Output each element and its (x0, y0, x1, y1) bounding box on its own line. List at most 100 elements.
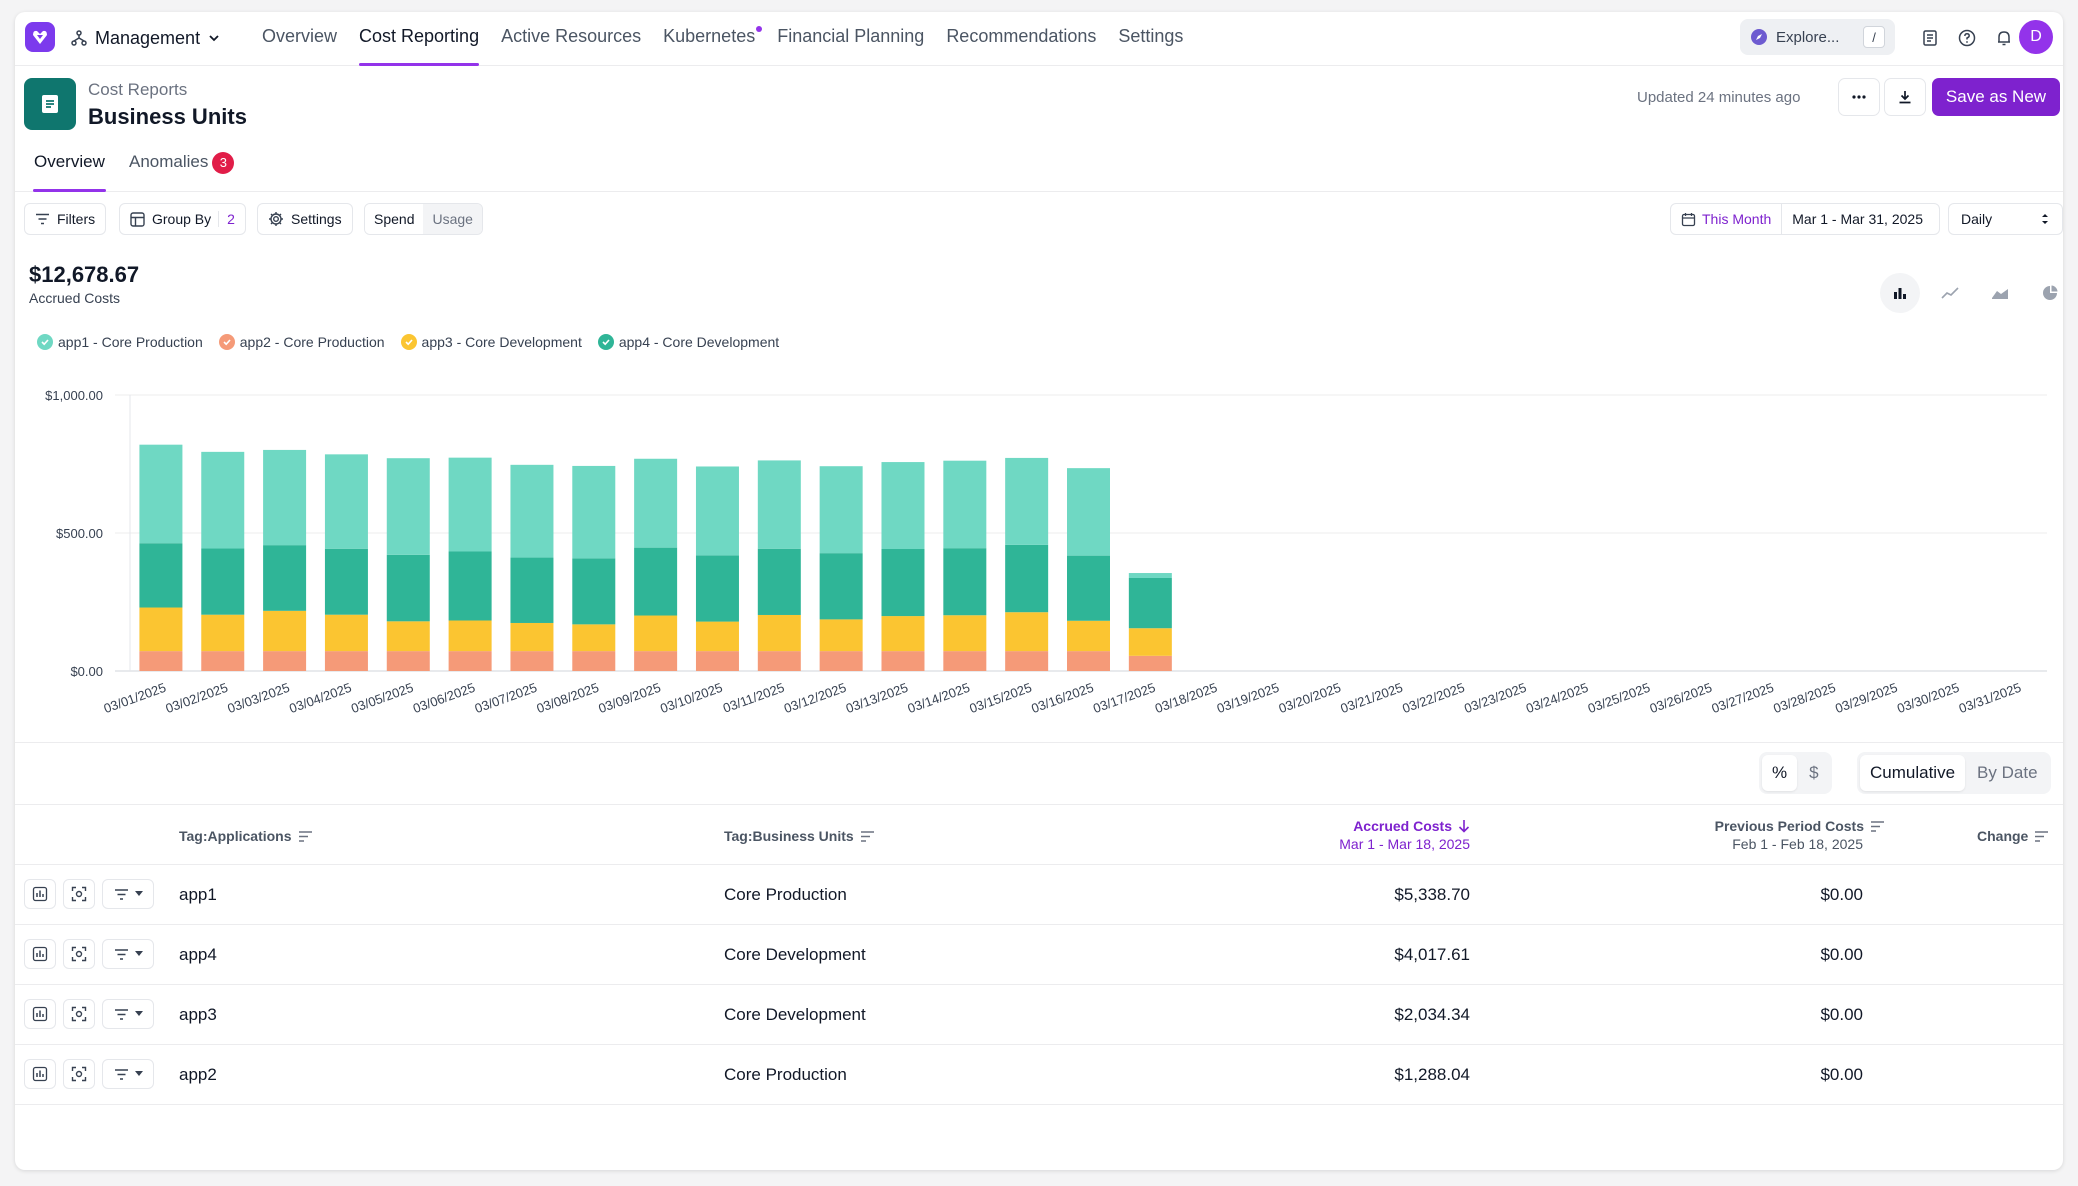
bar-chart-type-button[interactable] (1880, 273, 1920, 313)
bar-segment[interactable] (263, 545, 307, 611)
explore-search[interactable]: Explore... / (1740, 19, 1895, 55)
filters-button[interactable]: Filters (24, 203, 107, 235)
bar-segment[interactable] (819, 619, 863, 652)
bar-segment[interactable] (510, 622, 554, 652)
bar-segment[interactable] (510, 464, 554, 558)
col-header-accrued-costs[interactable]: Accrued Costs Mar 1 - Mar 18, 2025 (1270, 818, 1470, 852)
dollar-option[interactable]: $ (1809, 763, 1819, 782)
bar-segment[interactable] (695, 466, 739, 556)
group-by-button[interactable]: Group By 2 (119, 203, 246, 235)
bar-segment[interactable] (448, 620, 492, 652)
bar-segment[interactable] (1005, 651, 1049, 671)
breadcrumb[interactable]: Cost Reports (88, 80, 188, 99)
bar-segment[interactable] (757, 614, 801, 652)
tab-overview[interactable]: Overview (262, 26, 338, 46)
bar-segment[interactable] (1005, 612, 1049, 652)
bar-segment[interactable] (695, 651, 739, 671)
more-options-button[interactable] (1838, 78, 1880, 116)
bar-segment[interactable] (139, 607, 183, 652)
bar-segment[interactable] (572, 558, 616, 625)
tab-cost-reporting[interactable]: Cost Reporting (348, 12, 490, 66)
bar-segment[interactable] (1005, 544, 1049, 613)
bar-segment[interactable] (572, 624, 616, 652)
row-filter-dropdown[interactable] (102, 879, 154, 909)
bar-segment[interactable] (757, 548, 801, 615)
table-row[interactable]: app1 Core Production $5,338.70 $0.00 (15, 865, 2063, 925)
bar-segment[interactable] (201, 451, 245, 549)
bar-segment[interactable] (943, 548, 987, 616)
cumulative-option[interactable]: Cumulative (1860, 755, 1966, 791)
bar-segment[interactable] (634, 615, 678, 652)
table-row[interactable]: app3 Core Development $2,034.34 $0.00 (15, 985, 2063, 1045)
row-filter-dropdown[interactable] (102, 939, 154, 969)
bar-segment[interactable] (1005, 457, 1049, 545)
bar-segment[interactable] (757, 651, 801, 671)
bar-segment[interactable] (819, 651, 863, 671)
help-icon[interactable] (1955, 26, 1979, 50)
usage-option[interactable]: Usage (423, 204, 482, 234)
legend-item-app1[interactable]: app1 - Core Production (37, 334, 203, 350)
tab-recommendations[interactable]: Recommendations (946, 26, 1097, 46)
pie-chart-type-button[interactable] (2030, 273, 2063, 313)
bar-segment[interactable] (1128, 573, 1172, 578)
bar-segment[interactable] (139, 651, 183, 671)
docs-icon[interactable] (1918, 26, 1942, 50)
bar-segment[interactable] (448, 457, 492, 552)
tab-settings[interactable]: Settings (1118, 26, 1184, 46)
bar-segment[interactable] (510, 557, 554, 623)
bar-segment[interactable] (386, 554, 430, 622)
row-chart-button[interactable] (24, 879, 56, 909)
bar-segment[interactable] (201, 614, 245, 652)
line-chart-type-button[interactable] (1930, 273, 1970, 313)
row-chart-button[interactable] (24, 939, 56, 969)
bar-segment[interactable] (634, 651, 678, 671)
app-logo[interactable] (25, 22, 55, 52)
settings-button[interactable]: Settings (257, 203, 353, 235)
bar-segment[interactable] (881, 651, 925, 671)
bar-segment[interactable] (448, 551, 492, 621)
subtab-overview[interactable]: Overview (33, 142, 106, 192)
bar-segment[interactable] (324, 614, 368, 652)
bell-icon[interactable] (1992, 26, 2016, 50)
legend-item-app4[interactable]: app4 - Core Development (597, 334, 779, 350)
bar-segment[interactable] (634, 547, 678, 616)
tab-active-resources[interactable]: Active Resources (501, 26, 642, 46)
area-chart-type-button[interactable] (1980, 273, 2020, 313)
col-header-applications[interactable]: Tag:Applications (179, 828, 313, 844)
col-header-business-units[interactable]: Tag:Business Units (724, 828, 875, 844)
bar-segment[interactable] (263, 651, 307, 671)
row-chart-button[interactable] (24, 1059, 56, 1089)
row-focus-button[interactable] (63, 1059, 95, 1089)
granularity-select[interactable]: Daily (1948, 203, 2063, 235)
bar-segment[interactable] (324, 651, 368, 671)
bar-segment[interactable] (201, 651, 245, 671)
bar-segment[interactable] (943, 460, 987, 549)
date-range-picker[interactable]: This Month Mar 1 - Mar 31, 2025 (1670, 203, 1940, 235)
bar-segment[interactable] (1128, 577, 1172, 629)
table-row[interactable]: app2 Core Production $1,288.04 $0.00 (15, 1045, 2063, 1105)
bar-segment[interactable] (757, 460, 801, 549)
col-header-change[interactable]: Change (1977, 828, 2049, 844)
bar-segment[interactable] (324, 454, 368, 549)
bar-segment[interactable] (386, 651, 430, 671)
bar-segment[interactable] (1067, 468, 1110, 556)
bar-segment[interactable] (572, 651, 616, 671)
bar-segment[interactable] (139, 444, 183, 544)
bar-segment[interactable] (1067, 651, 1110, 671)
legend-item-app2[interactable]: app2 - Core Production (218, 334, 385, 350)
bar-segment[interactable] (881, 549, 925, 617)
bar-segment[interactable] (510, 651, 554, 671)
save-as-new-button[interactable]: Save as New (1932, 78, 2060, 116)
bar-segment[interactable] (1128, 655, 1172, 671)
row-chart-button[interactable] (24, 999, 56, 1029)
bar-segment[interactable] (448, 651, 492, 671)
bar-segment[interactable] (819, 553, 863, 620)
row-focus-button[interactable] (63, 999, 95, 1029)
row-focus-button[interactable] (63, 939, 95, 969)
percent-option[interactable]: % (1762, 755, 1798, 791)
col-header-previous-costs[interactable]: Previous Period Costs Feb 1 - Feb 18, 20… (1665, 818, 1885, 852)
bar-segment[interactable] (634, 458, 678, 548)
bar-segment[interactable] (386, 621, 430, 652)
bar-segment[interactable] (572, 465, 616, 559)
legend-item-app3[interactable]: app3 - Core Development (400, 334, 582, 350)
